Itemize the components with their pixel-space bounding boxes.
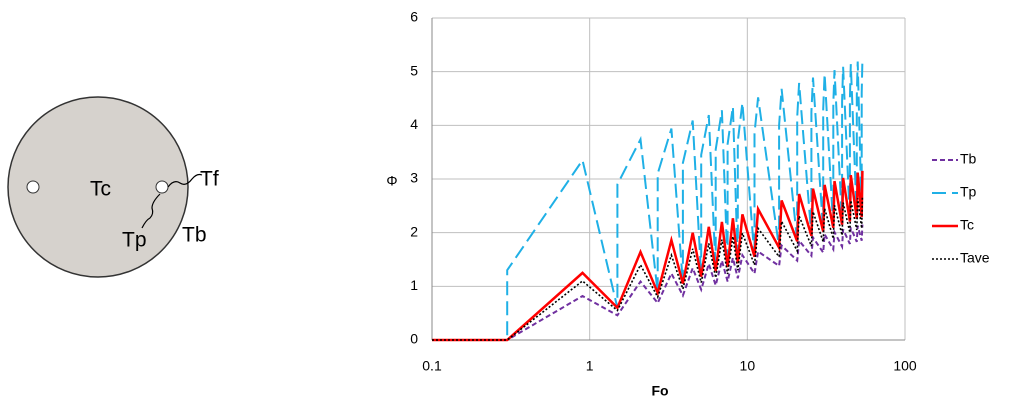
- y-tick-label: 4: [410, 116, 418, 132]
- x-tick-label: 10: [740, 358, 756, 374]
- label: Tb: [182, 224, 207, 247]
- x-tick-label: 1: [586, 358, 594, 374]
- x-axis-label: Fo: [651, 383, 668, 399]
- hole: [26, 180, 40, 194]
- series-line: [432, 224, 864, 341]
- x-tick-label: 100: [893, 358, 917, 374]
- series-line: [432, 59, 864, 341]
- hole: [155, 180, 169, 194]
- y-tick-label: 0: [410, 331, 418, 347]
- series-line: [432, 196, 864, 341]
- y-tick-label: 5: [410, 62, 418, 78]
- arrow-tf: [167, 173, 203, 188]
- legend-label: Tave: [960, 250, 990, 266]
- y-tick-label: 2: [410, 223, 418, 239]
- label: Tf: [200, 168, 219, 191]
- diagram: Tc Tf Tp Tb: [7, 96, 219, 278]
- series-line: [432, 170, 864, 342]
- y-tick-label: 6: [410, 9, 418, 25]
- disk: [7, 96, 189, 278]
- y-axis-label: Φ: [386, 173, 397, 189]
- legend-label: Tc: [960, 217, 974, 233]
- legend-label: Tb: [960, 151, 977, 167]
- arrow-tp: [141, 193, 161, 229]
- x-tick-label: 0.1: [422, 358, 442, 374]
- label: Tp: [122, 229, 147, 252]
- y-tick-label: 1: [410, 277, 418, 293]
- label: Tc: [90, 178, 111, 201]
- y-tick-label: 3: [410, 170, 418, 186]
- legend-label: Tp: [960, 184, 977, 200]
